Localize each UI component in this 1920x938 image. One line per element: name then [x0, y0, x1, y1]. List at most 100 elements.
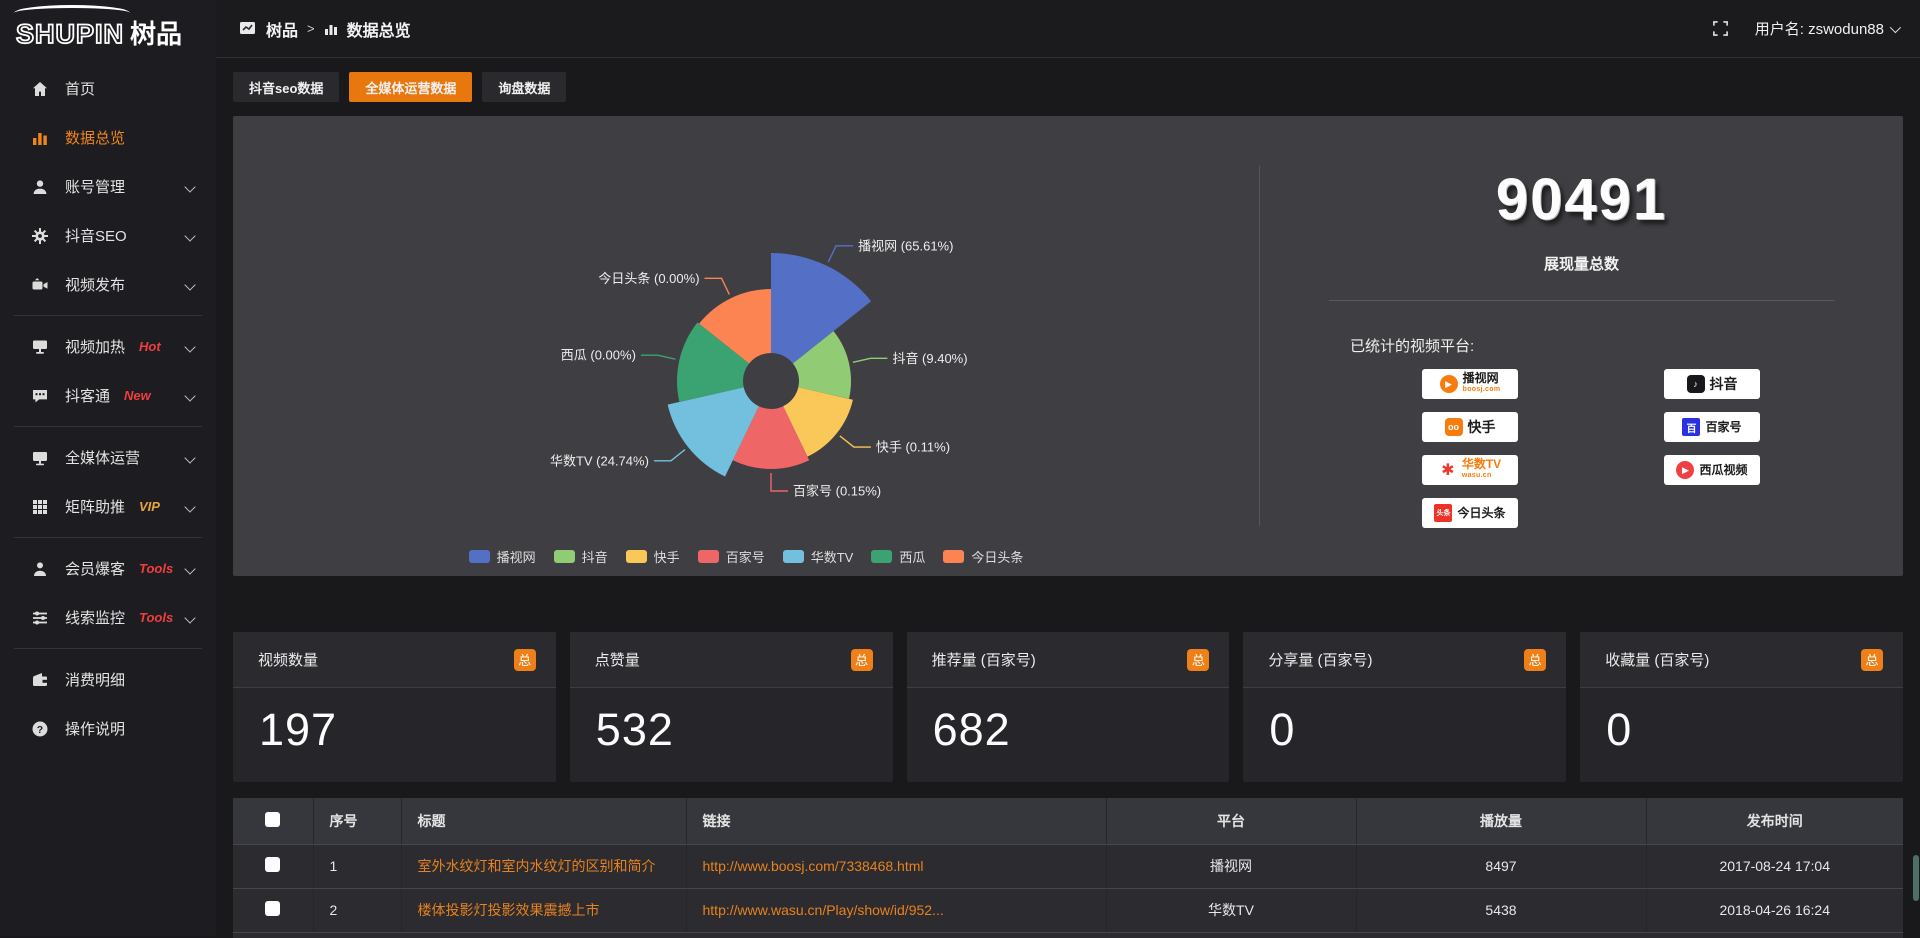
pie-label-line: [839, 435, 871, 448]
cell-plays: 8497: [1356, 844, 1647, 889]
platform-badges: ▶ 播视网 boosj.com oo 快手 ✱ 华数TV wasu.cn 头条 今日…: [1422, 369, 1760, 528]
pie-slice-播视网[interactable]: [771, 253, 872, 364]
sidebar-divider: [14, 315, 202, 316]
legend-swatch: [871, 550, 893, 563]
logo-text-en: SHUPIN: [15, 18, 125, 50]
vip-tag: VIP: [139, 499, 160, 514]
card-title: 推荐量 (百家号): [931, 652, 1036, 669]
sidebar-item-matrix-boost[interactable]: 矩阵助推 VIP: [0, 482, 216, 531]
table-row-clipped: [233, 932, 1903, 938]
tab-inquiry-data[interactable]: 询盘数据: [482, 72, 567, 102]
user-menu[interactable]: 用户名: zswodun88: [1754, 18, 1902, 39]
tab-omni-media-data[interactable]: 全媒体运营数据: [349, 72, 473, 102]
legend-item-华数TV[interactable]: 华数TV: [782, 547, 853, 566]
stat-card-video-count: 视频数量 总 197: [233, 632, 556, 782]
video-url-link[interactable]: http://www.wasu.cn/Play/show/id/952...: [702, 902, 944, 918]
legend-item-抖音[interactable]: 抖音: [553, 547, 608, 566]
legend-label: 抖音: [581, 550, 608, 565]
sidebar-item-label: 首页: [65, 81, 96, 98]
row-checkbox[interactable]: [265, 857, 281, 872]
stat-card-shares: 分享量 (百家号) 总 0: [1243, 632, 1567, 782]
legend-item-快手[interactable]: 快手: [625, 547, 680, 566]
cell-platform: 播视网: [1106, 844, 1357, 889]
new-tag: New: [124, 388, 151, 403]
sidebar-item-member-burst[interactable]: 会员爆客 Tools: [0, 544, 216, 593]
main-content: 抖音seo数据 全媒体运营数据 询盘数据 播视网 (65.61%) 抖音 (9.4…: [216, 57, 1920, 938]
pie-slice-快手[interactable]: [783, 387, 853, 457]
total-badge: 总: [513, 648, 536, 671]
sidebar-item-omni-media[interactable]: 全媒体运营: [0, 433, 216, 482]
douyin-logo-icon: ♪: [1686, 375, 1705, 393]
sidebar-item-label: 抖音SEO: [65, 228, 127, 245]
sidebar-item-account-mgmt[interactable]: 账号管理: [0, 162, 216, 211]
platform-badge-xigua: ▶ 西瓜视频: [1664, 455, 1760, 485]
pie-chart-section: 播视网 (65.61%) 抖音 (9.40%) 快手 (0.11%) 百家号 (0.1…: [233, 116, 1259, 576]
card-title: 点赞量: [594, 652, 640, 669]
cell-publish-time: 2017-08-24 17:04: [1646, 844, 1903, 889]
video-publish-icon: [30, 276, 50, 294]
breadcrumb-current[interactable]: 数据总览: [346, 22, 411, 40]
chevron-down-icon: [184, 340, 196, 353]
pie-slice-西瓜[interactable]: [677, 322, 750, 402]
sidebar-item-lead-monitor[interactable]: 线索监控 Tools: [0, 593, 216, 642]
stat-cards: 视频数量 总 197 点赞量 总 532 推荐量 (百家号) 总 682 分享量 (百…: [233, 632, 1903, 782]
legend-label: 快手: [653, 550, 680, 565]
cell-plays: 5438: [1356, 888, 1647, 933]
sidebar-item-data-overview[interactable]: 数据总览: [0, 113, 216, 162]
sidebar-item-video-publish[interactable]: 视频发布: [0, 260, 216, 309]
scrollbar-thumb[interactable]: [1913, 855, 1919, 901]
card-value: 682: [932, 704, 1011, 755]
legend-item-播视网[interactable]: 播视网: [468, 547, 536, 566]
platform-share-pie-chart[interactable]: 播视网 (65.61%) 抖音 (9.40%) 快手 (0.11%) 百家号 (0.1…: [233, 116, 1259, 528]
video-url-link[interactable]: http://www.boosj.com/7338468.html: [702, 858, 924, 874]
chevron-down-icon: [184, 278, 196, 291]
row-checkbox[interactable]: [265, 901, 281, 916]
table-header-row: 序号 标题 链接 平台 播放量 发布时间: [233, 798, 1903, 845]
fullscreen-icon[interactable]: [1712, 20, 1729, 37]
legend-item-今日头条[interactable]: 今日头条: [943, 547, 1023, 566]
xigua-logo-icon: ▶: [1676, 461, 1695, 479]
username-label: 用户名: zswodun88: [1754, 21, 1884, 38]
select-all-checkbox[interactable]: [265, 811, 281, 827]
legend-item-西瓜[interactable]: 西瓜: [871, 547, 925, 566]
chevron-down-icon: [184, 611, 196, 624]
pie-slice-华数TV[interactable]: [667, 387, 759, 477]
col-header-title: 标题: [401, 798, 687, 845]
breadcrumb-root[interactable]: 树品: [266, 22, 299, 40]
user-icon: [30, 178, 50, 196]
pie-label-播视网: 播视网 (65.61%): [858, 238, 953, 253]
video-title-link[interactable]: 楼体投影灯投影效果震撼上市: [417, 902, 600, 918]
pie-label-line: [852, 357, 888, 363]
card-value: 0: [1269, 704, 1296, 755]
logo-text-cn: 树品: [130, 19, 183, 49]
sidebar-item-home[interactable]: 首页: [0, 64, 216, 113]
sidebar-item-spend-details[interactable]: 消费明细: [0, 655, 216, 704]
top-bar: SHUPIN 树品 树品 > 数据总览 用户名: zswodun88: [0, 0, 1920, 58]
video-title-link[interactable]: 室外水纹灯和室内水纹灯的区别和简介: [417, 858, 656, 874]
sidebar-item-label: 账号管理: [65, 179, 126, 196]
pie-slice-抖音[interactable]: [792, 331, 851, 399]
legend-item-百家号[interactable]: 百家号: [697, 547, 765, 566]
pie-label-西瓜: 西瓜 (0.00%): [561, 348, 636, 363]
videos-table: 序号 标题 链接 平台 播放量 发布时间 1 室外水纹灯和室内水纹灯的区别和简介…: [233, 798, 1903, 933]
tab-douyin-seo-data[interactable]: 抖音seo数据: [233, 72, 340, 102]
sidebar-item-doketong[interactable]: 抖客通 New: [0, 371, 216, 420]
card-title: 视频数量: [258, 652, 319, 669]
sidebar-item-help[interactable]: ? 操作说明: [0, 704, 216, 753]
sidebar-item-douyin-seo[interactable]: 抖音SEO: [0, 211, 216, 260]
chevron-down-icon: [184, 451, 196, 464]
pie-slice-百家号[interactable]: [732, 406, 810, 469]
home-icon: [30, 80, 50, 98]
sidebar-divider: [14, 426, 202, 427]
cell-publish-time: 2018-04-26 16:24: [1646, 888, 1903, 933]
total-badge: 总: [850, 648, 873, 671]
screen-brush-icon: [30, 338, 50, 356]
col-header-no: 序号: [313, 798, 402, 845]
col-header-platform: 平台: [1106, 798, 1357, 845]
total-impressions-label: 展现量总数: [1543, 256, 1619, 273]
sidebar-item-video-heat[interactable]: 视频加热 Hot: [0, 322, 216, 371]
table-row: 1 室外水纹灯和室内水纹灯的区别和简介 http://www.boosj.com…: [233, 844, 1903, 889]
total-badge: 总: [1187, 648, 1210, 671]
chevron-down-icon: [184, 229, 196, 242]
pie-slice-今日头条[interactable]: [699, 289, 771, 364]
